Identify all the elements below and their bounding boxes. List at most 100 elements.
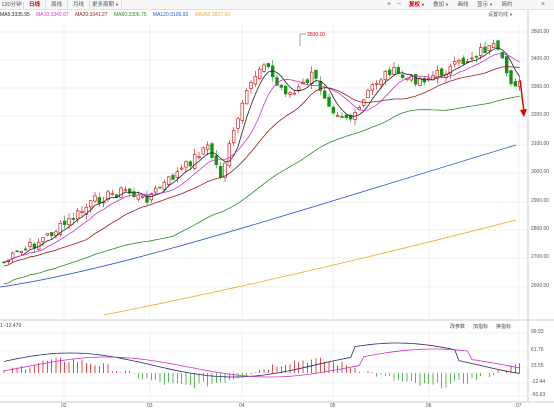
ma5-line (3, 47, 521, 263)
candle-body (439, 68, 444, 76)
tab-weekly[interactable]: 周线 (46, 1, 68, 9)
overlay-button[interactable]: 叠加▼ (430, 1, 452, 9)
simple-button[interactable]: 简约 (501, 2, 513, 8)
zoom-in-button[interactable]: + (386, 1, 392, 8)
tab-monthly[interactable]: 月线 (68, 1, 90, 9)
candle-body (88, 200, 93, 208)
candle-body (509, 70, 513, 85)
candle-body (75, 210, 80, 220)
month-tick: 07 (516, 403, 522, 409)
macd-tick: -12.44 (531, 379, 546, 385)
candle-body (71, 218, 76, 220)
tab-daily[interactable]: 日线 (24, 1, 46, 9)
candle-body (223, 162, 227, 178)
candle-body (175, 171, 180, 178)
candle-body (470, 57, 474, 60)
candle-body (227, 143, 232, 167)
candle-body (236, 118, 240, 129)
candle-body (218, 166, 223, 178)
macd-tick: 99.93 (531, 329, 544, 335)
candle-body (374, 83, 379, 85)
display-button[interactable]: 显示▼ (474, 1, 496, 9)
month-tick: 03 (147, 403, 153, 409)
month-tick: 06 (426, 403, 432, 409)
candle-body (145, 195, 149, 203)
candle-body (84, 206, 89, 215)
candle-body (249, 82, 253, 89)
chevron-down-icon: ▼ (445, 2, 449, 7)
candle-body (67, 218, 71, 225)
month-tick: 04 (239, 403, 245, 409)
candle-body (54, 231, 58, 236)
candle-body (262, 64, 266, 72)
candle-body (418, 78, 422, 86)
candle-body (288, 92, 292, 95)
candle-body (344, 114, 349, 119)
ma10-line (3, 53, 520, 263)
candle-body (435, 70, 440, 79)
close-icon[interactable]: × (540, 1, 546, 8)
candle-body (58, 222, 63, 235)
price-tick: 3300.00 (531, 84, 550, 90)
adjust-label: 复权 (409, 2, 421, 8)
draw-line-button[interactable]: 画线 (457, 2, 469, 8)
candle-body (205, 144, 210, 150)
candle-body (478, 47, 483, 56)
candle-body (153, 187, 158, 193)
overlay-label: 叠加 (433, 2, 445, 8)
candle-body (197, 156, 201, 158)
add-indicator-button[interactable]: 加指标 (473, 324, 489, 330)
macd-dea-line (3, 348, 520, 378)
month-tick: 02 (61, 403, 67, 409)
candle-body (400, 74, 405, 78)
candle-body (19, 250, 24, 253)
ma20-value: MA20:3341.27 (75, 12, 108, 18)
candle-body (171, 174, 175, 180)
candle-body (396, 67, 401, 74)
tab-more-periods[interactable]: 更多周期▼ (90, 1, 122, 9)
candle-body (80, 211, 84, 213)
macd-dif-line (3, 342, 520, 378)
chevron-down-icon: ▼ (115, 2, 119, 7)
chart-toolbar: 120分钟 日线 周线 月线 更多周期▼ + − 复权▼ 叠加▼ 画线 显示▼ … (0, 0, 554, 10)
candle-body (136, 194, 141, 200)
candle-body (296, 86, 301, 91)
candle-body (309, 71, 314, 85)
candle-body (132, 191, 136, 197)
price-tick: 3500.00 (531, 29, 550, 35)
candle-body (28, 242, 32, 247)
macd-tick: 61.75 (531, 347, 544, 353)
candle-body (305, 79, 310, 84)
candle-body (110, 193, 115, 196)
price-tick: 2700.00 (531, 254, 550, 260)
ma-settings-button[interactable]: 设置均线▼ (488, 11, 513, 19)
ma60-line (3, 95, 520, 285)
edit-params-button[interactable]: 改参数 (450, 324, 466, 330)
candle-body (119, 187, 123, 198)
candle-body (23, 248, 28, 251)
candle-body (188, 161, 193, 167)
adjust-button[interactable]: 复权▼ (406, 1, 428, 9)
zoom-out-button[interactable]: − (396, 1, 402, 8)
candle-body (93, 195, 97, 202)
candle-body (62, 220, 67, 225)
candle-body (448, 65, 453, 75)
macd-value: 1:-12.479 (0, 323, 22, 329)
candle-body (158, 186, 162, 189)
chevron-down-icon: ▼ (489, 2, 493, 7)
tab-120min[interactable]: 120分钟 (0, 1, 24, 9)
candle-body (496, 40, 500, 50)
candle-body (292, 92, 297, 95)
ma250-line (103, 219, 517, 316)
candle-body (327, 96, 331, 107)
candle-body (491, 43, 496, 49)
macd-tick: -50.63 (531, 392, 546, 398)
ma120-line (0, 144, 517, 288)
candle-body (106, 191, 110, 200)
ma-legend: MA5:3335.95 MA10:3349.67 MA20:3341.27 MA… (0, 11, 235, 19)
candle-body (127, 188, 132, 194)
candle-body (500, 51, 505, 59)
candle-body (140, 195, 145, 198)
switch-indicator-button[interactable]: 换指标 (496, 324, 512, 330)
